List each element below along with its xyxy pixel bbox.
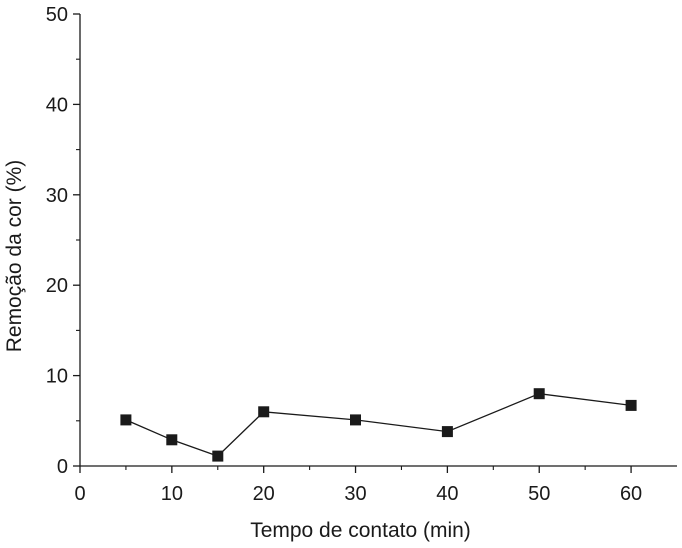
x-tick-label-40: 40 — [436, 483, 458, 505]
x-tick-label-20: 20 — [253, 483, 275, 505]
data-point-50 — [533, 388, 545, 400]
y-tick-label-40: 40 — [46, 94, 68, 116]
y-tick-label-0: 0 — [57, 456, 68, 478]
x-tick-label-0: 0 — [74, 483, 85, 505]
data-point-5 — [120, 414, 132, 426]
y-axis-title: Remoção da cor (%) — [3, 160, 26, 353]
x-tick-label-10: 10 — [161, 483, 183, 505]
x-tick-label-50: 50 — [528, 483, 550, 505]
y-tick-label-50: 50 — [46, 4, 68, 26]
x-tick-label-60: 60 — [620, 483, 642, 505]
data-point-60 — [625, 399, 637, 411]
data-point-30 — [350, 414, 361, 426]
x-axis-title: Tempo de contato (min) — [250, 519, 471, 542]
axes — [79, 14, 677, 467]
data-point-15 — [212, 450, 224, 462]
data-point-20 — [258, 406, 270, 418]
data-point-40 — [441, 426, 453, 438]
y-tick-label-30: 30 — [46, 185, 68, 207]
y-tick-label-10: 10 — [46, 366, 68, 388]
ticks: 0 10 20 30 40 50 0 10 20 30 40 50 60 — [46, 4, 642, 505]
data-point-10 — [166, 434, 178, 446]
data-series — [120, 388, 637, 462]
x-tick-label-30: 30 — [344, 483, 366, 505]
series-line-0 — [125, 393, 632, 457]
y-tick-label-20: 20 — [46, 275, 68, 297]
